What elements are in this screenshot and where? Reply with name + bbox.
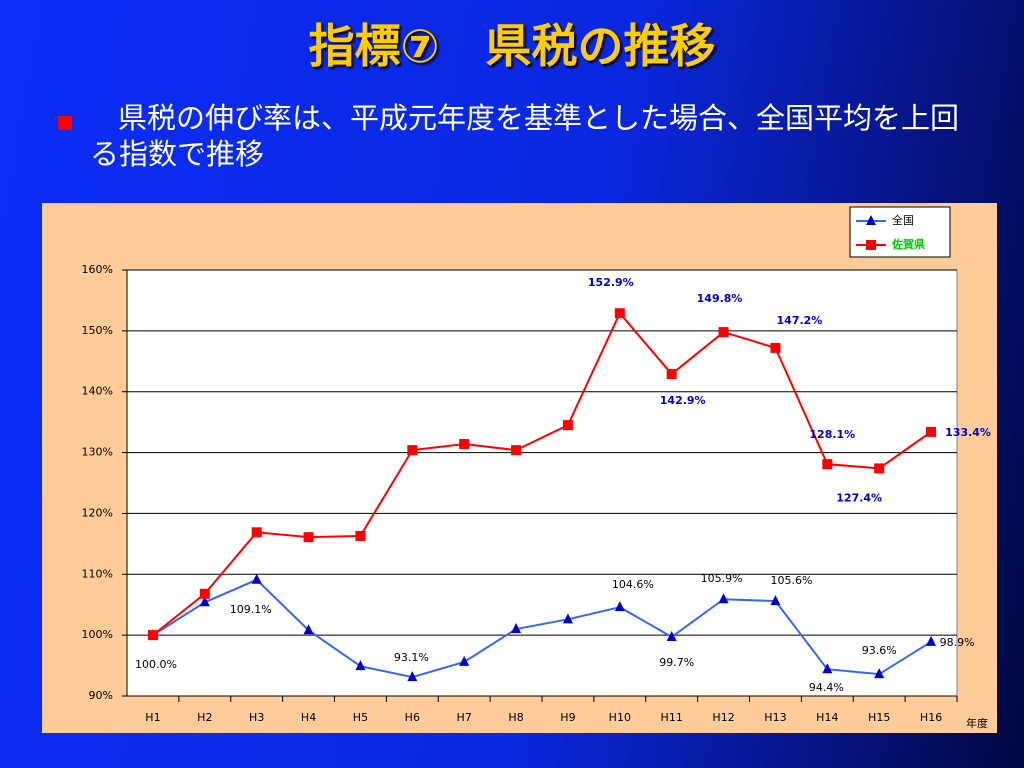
data-label: 142.9% (660, 394, 706, 407)
point (303, 532, 314, 543)
y-tick-label: 150% (82, 324, 113, 337)
x-tick-label: H5 (353, 711, 368, 724)
data-label: 98.9% (940, 636, 975, 649)
data-label: 147.2% (777, 314, 823, 327)
y-tick-label: 90% (89, 689, 113, 702)
x-tick-label: H12 (712, 711, 734, 724)
point (407, 671, 418, 682)
x-tick-label: H13 (764, 711, 786, 724)
data-label: 127.4% (836, 491, 882, 504)
x-tick-label: H8 (508, 711, 523, 724)
point (459, 439, 470, 450)
x-tick-label: H15 (868, 711, 890, 724)
plot-area (126, 269, 958, 697)
x-tick-label: H16 (920, 711, 942, 724)
point (562, 613, 573, 624)
data-label: 94.4% (809, 681, 844, 694)
x-tick-label: H3 (249, 711, 264, 724)
data-label: 105.9% (701, 572, 743, 585)
x-tick-label: H2 (197, 711, 212, 724)
data-label: 152.9% (588, 276, 634, 289)
point (199, 588, 210, 599)
y-tick-label: 130% (82, 446, 113, 459)
point (355, 660, 366, 671)
y-tick-label: 110% (82, 567, 113, 580)
x-tick-label: H6 (405, 711, 420, 724)
point (147, 630, 158, 641)
point (874, 463, 885, 474)
series-line (152, 311, 932, 636)
x-tick-label: H11 (661, 711, 683, 724)
point (822, 459, 833, 470)
point (355, 530, 366, 541)
data-label: 100.0% (135, 658, 177, 671)
data-label: 133.4% (945, 426, 991, 439)
point (251, 527, 262, 538)
point (511, 623, 522, 634)
legend-label: 佐賀県 (891, 237, 925, 251)
point (926, 635, 937, 646)
point (407, 445, 418, 456)
x-tick-label: H4 (301, 711, 316, 724)
series-line (152, 578, 932, 679)
y-tick-label: 120% (82, 506, 113, 519)
x-tick-label: H14 (816, 711, 838, 724)
point (718, 593, 729, 604)
x-tick-label: H1 (145, 711, 160, 724)
point (666, 369, 677, 380)
y-tick-label: 140% (82, 385, 113, 398)
point (562, 420, 573, 431)
y-tick-label: 160% (82, 263, 113, 276)
data-label: 99.7% (659, 656, 694, 669)
legend-marker (866, 215, 876, 225)
y-tick-label: 100% (82, 628, 113, 641)
point (770, 342, 781, 353)
data-label: 104.6% (612, 578, 654, 591)
x-tick-label: H10 (609, 711, 631, 724)
point (718, 327, 729, 338)
data-label: 109.1% (230, 603, 272, 616)
data-label: 149.8% (697, 292, 743, 305)
data-label: 93.1% (394, 651, 429, 664)
point (874, 668, 885, 679)
point (614, 308, 625, 319)
bullet-text: 県税の伸び率は、平成元年度を基準とした場合、全国平均を上回る指数で推移 (90, 101, 960, 171)
point (770, 595, 781, 606)
point (926, 426, 937, 437)
x-tick-label: H7 (457, 711, 472, 724)
point (303, 624, 314, 635)
point (511, 445, 522, 456)
data-label: 93.6% (862, 644, 897, 657)
x-tick-label: H9 (560, 711, 575, 724)
legend-marker (866, 240, 876, 250)
point (614, 601, 625, 612)
bullet-marker (58, 116, 72, 130)
point (666, 630, 677, 641)
point (822, 663, 833, 674)
slide-title: 指標⑦ 県税の推移 (308, 19, 716, 73)
point (251, 573, 262, 584)
point (459, 655, 470, 666)
data-label: 128.1% (809, 428, 855, 441)
point (199, 596, 210, 607)
data-label: 105.6% (770, 574, 812, 587)
legend-label: 全国 (892, 213, 914, 227)
x-axis-label: 年度 (966, 716, 988, 730)
